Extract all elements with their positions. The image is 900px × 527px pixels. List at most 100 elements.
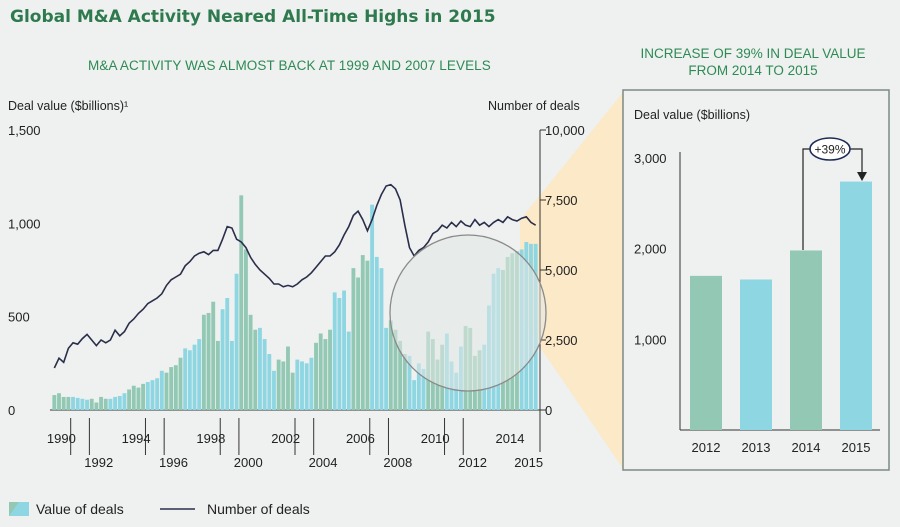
deal-value-bar xyxy=(374,256,379,410)
left-tick-label: 1,000 xyxy=(8,216,41,231)
deal-value-bar xyxy=(164,372,169,410)
x-tick-label-top: 2002 xyxy=(271,431,300,446)
deal-value-bar xyxy=(183,348,188,410)
deal-value-bar xyxy=(267,354,272,410)
deal-value-bar xyxy=(57,393,61,410)
left-tick-label: 1,500 xyxy=(8,123,41,138)
deal-value-bar xyxy=(127,389,132,410)
deal-value-bar xyxy=(314,342,318,410)
x-tick-label-bottom: 2004 xyxy=(309,455,338,470)
deal-value-bar xyxy=(122,393,127,410)
zoom-circle xyxy=(389,234,547,392)
detail-bar xyxy=(840,181,872,430)
deal-value-bar xyxy=(454,372,459,410)
detail-x-tick-label: 2015 xyxy=(842,440,871,455)
legend-value-label: Value of deals xyxy=(36,501,124,517)
zoom-cone xyxy=(520,91,624,470)
deal-value-bar xyxy=(85,399,89,410)
detail-x-tick-label: 2012 xyxy=(692,440,721,455)
detail-x-tick-label: 2014 xyxy=(792,440,821,455)
deal-value-bar xyxy=(113,396,118,410)
deal-value-bar xyxy=(99,396,103,410)
deal-value-bar xyxy=(197,339,202,410)
deal-value-bar xyxy=(281,361,286,410)
deal-value-bar xyxy=(52,395,57,410)
number-of-deals-line xyxy=(53,183,537,369)
x-tick-label-top: 1994 xyxy=(122,431,151,446)
right-axis-label: Number of deals xyxy=(488,99,580,113)
deal-value-bar xyxy=(201,314,206,410)
deal-value-bar xyxy=(393,329,398,410)
x-tick-label-top: 1998 xyxy=(196,431,225,446)
deal-value-bar xyxy=(407,355,412,410)
deal-value-bar xyxy=(416,363,421,410)
deal-value-bar xyxy=(342,290,346,410)
deal-value-bar xyxy=(159,370,164,410)
deal-value-bar xyxy=(262,339,267,410)
deal-value-bar xyxy=(178,357,183,410)
detail-y-tick-label: 1,000 xyxy=(634,332,667,347)
deal-value-bar xyxy=(360,255,365,410)
deal-value-bar xyxy=(304,363,309,410)
deal-value-bar xyxy=(379,268,384,410)
legend-number-label: Number of deals xyxy=(207,501,310,517)
deal-value-bar xyxy=(89,398,94,410)
deal-value-bar xyxy=(187,350,192,410)
deal-value-bar xyxy=(145,382,150,410)
detail-y-tick-label: 3,000 xyxy=(634,151,667,166)
deal-value-bar xyxy=(398,340,403,410)
deal-value-bar xyxy=(220,309,225,410)
detail-axis-label: Deal value ($billions) xyxy=(634,108,750,122)
deal-value-bar xyxy=(290,372,295,410)
deal-value-bar xyxy=(384,327,389,410)
deal-value-bar xyxy=(155,378,160,410)
deal-value-bar xyxy=(229,340,234,410)
x-tick-label-top: 1990 xyxy=(47,431,76,446)
deal-value-bar xyxy=(346,331,351,410)
deal-value-bar xyxy=(276,359,281,410)
right-tick-label: 7,500 xyxy=(545,193,578,208)
deal-value-bar xyxy=(141,383,146,410)
deal-value-bar xyxy=(75,397,80,410)
increase-label: +39% xyxy=(814,143,845,157)
deal-value-bar xyxy=(108,398,113,410)
left-axis-label: Deal value ($billions)¹ xyxy=(8,99,128,113)
deal-value-bar xyxy=(323,339,328,410)
deal-value-bar xyxy=(131,385,136,410)
deal-value-bar xyxy=(225,298,230,410)
left-tick-label: 500 xyxy=(8,310,30,325)
x-tick-label-bottom: 2012 xyxy=(458,455,487,470)
deal-value-bar xyxy=(402,354,407,410)
deal-value-bar xyxy=(117,396,122,410)
deal-value-bar xyxy=(211,301,216,410)
deal-value-bar xyxy=(337,298,342,410)
deal-value-bar xyxy=(71,396,75,410)
deal-value-bar xyxy=(253,329,258,410)
left-subtitle: M&A ACTIVITY WAS ALMOST BACK AT 1999 AND… xyxy=(88,58,491,73)
detail-x-tick-label: 2013 xyxy=(742,440,771,455)
deal-value-bar xyxy=(215,340,220,410)
deal-value-bar xyxy=(80,398,85,410)
detail-bar xyxy=(740,279,772,430)
right-subtitle: INCREASE OF 39% IN DEAL VALUE FROM 2014 … xyxy=(640,46,866,78)
deal-value-bar xyxy=(239,195,244,410)
deal-value-bar xyxy=(300,361,304,410)
right-tick-label: 5,000 xyxy=(545,263,578,278)
deal-value-bar xyxy=(272,370,276,410)
right-tick-label: 10,000 xyxy=(545,123,585,138)
deal-value-bar xyxy=(94,402,99,410)
deal-value-bar xyxy=(286,346,290,410)
x-tick-label-bottom: 2008 xyxy=(383,455,412,470)
deal-value-bar xyxy=(192,344,197,410)
deal-value-bar xyxy=(351,268,356,410)
x-tick-label-top: 2006 xyxy=(346,431,375,446)
legend: Value of deals Number of deals xyxy=(9,501,310,517)
deal-value-bar xyxy=(318,333,323,410)
x-tick-label-bottom: 1992 xyxy=(84,455,113,470)
detail-bar xyxy=(790,250,822,430)
deal-value-bar xyxy=(421,368,426,410)
deal-value-bar xyxy=(206,312,211,410)
deal-value-bar xyxy=(370,204,375,410)
deal-value-bar xyxy=(173,365,178,410)
